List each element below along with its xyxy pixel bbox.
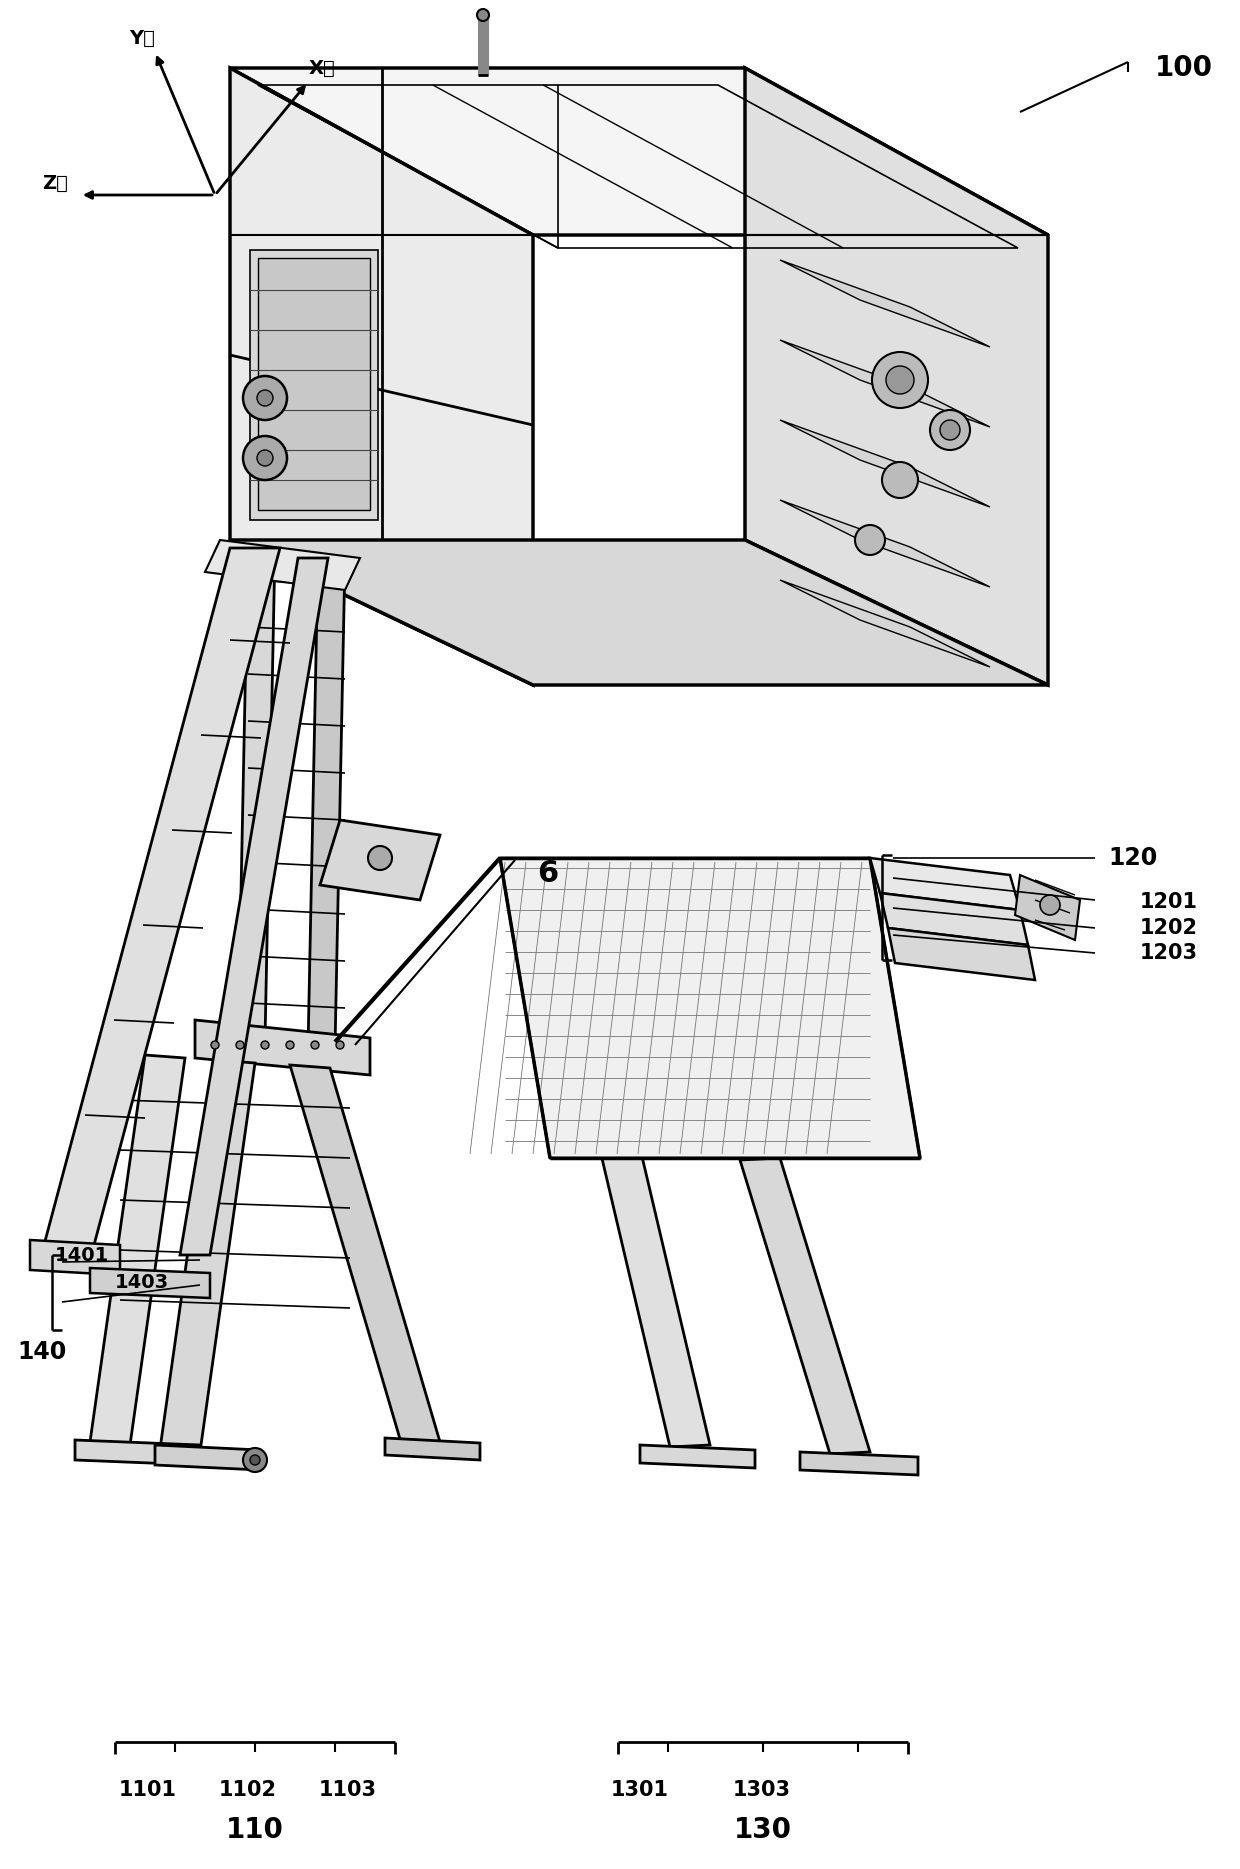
- Text: Z轴: Z轴: [42, 174, 68, 193]
- Polygon shape: [91, 1054, 185, 1445]
- Circle shape: [286, 1041, 294, 1049]
- Polygon shape: [780, 260, 990, 348]
- Circle shape: [257, 391, 273, 406]
- Polygon shape: [600, 1148, 711, 1447]
- Circle shape: [236, 1041, 244, 1049]
- Circle shape: [368, 847, 392, 869]
- Circle shape: [257, 450, 273, 465]
- Polygon shape: [640, 1445, 755, 1467]
- Circle shape: [856, 525, 885, 555]
- Circle shape: [930, 409, 970, 450]
- Text: 1202: 1202: [1140, 918, 1198, 938]
- Polygon shape: [800, 1452, 918, 1475]
- Polygon shape: [500, 858, 920, 1159]
- Polygon shape: [780, 340, 990, 426]
- Polygon shape: [740, 1159, 870, 1454]
- Polygon shape: [205, 540, 360, 591]
- Circle shape: [243, 376, 286, 421]
- Polygon shape: [477, 11, 489, 19]
- Circle shape: [211, 1041, 219, 1049]
- Polygon shape: [258, 258, 370, 510]
- Polygon shape: [250, 250, 378, 520]
- Text: 1203: 1203: [1140, 944, 1198, 963]
- Circle shape: [477, 9, 489, 21]
- Polygon shape: [870, 858, 1021, 910]
- Text: 100: 100: [1154, 54, 1213, 82]
- Text: 1303: 1303: [733, 1779, 791, 1800]
- Circle shape: [872, 351, 928, 407]
- Polygon shape: [880, 893, 1028, 946]
- Polygon shape: [160, 1060, 255, 1452]
- Text: 1102: 1102: [219, 1779, 277, 1800]
- Polygon shape: [745, 67, 1048, 686]
- Polygon shape: [1016, 875, 1080, 940]
- Polygon shape: [74, 1439, 200, 1465]
- Polygon shape: [780, 421, 990, 506]
- Text: 1403: 1403: [115, 1273, 169, 1291]
- Polygon shape: [229, 540, 1048, 686]
- Circle shape: [311, 1041, 319, 1049]
- Polygon shape: [229, 67, 1048, 235]
- Text: 1103: 1103: [319, 1779, 377, 1800]
- Polygon shape: [320, 820, 440, 901]
- Polygon shape: [238, 548, 275, 1039]
- Polygon shape: [195, 1020, 370, 1075]
- Polygon shape: [30, 1239, 120, 1275]
- Text: 1101: 1101: [119, 1779, 177, 1800]
- Text: 110: 110: [226, 1817, 284, 1845]
- Circle shape: [1040, 895, 1060, 916]
- Text: 1401: 1401: [55, 1245, 109, 1265]
- Polygon shape: [180, 559, 329, 1254]
- Circle shape: [243, 435, 286, 480]
- Circle shape: [250, 1454, 260, 1465]
- Polygon shape: [888, 929, 1035, 979]
- Polygon shape: [780, 579, 990, 667]
- Text: 1201: 1201: [1140, 892, 1198, 912]
- Polygon shape: [780, 501, 990, 587]
- Polygon shape: [384, 1437, 480, 1460]
- Circle shape: [260, 1041, 269, 1049]
- Text: 1301: 1301: [611, 1779, 670, 1800]
- Text: Y轴: Y轴: [129, 28, 155, 47]
- Polygon shape: [229, 67, 533, 686]
- Polygon shape: [308, 559, 345, 1049]
- Text: 120: 120: [1109, 847, 1157, 869]
- Circle shape: [882, 462, 918, 497]
- Circle shape: [887, 366, 914, 394]
- Polygon shape: [155, 1445, 260, 1471]
- Text: 140: 140: [17, 1340, 67, 1364]
- Circle shape: [336, 1041, 343, 1049]
- Polygon shape: [91, 1267, 210, 1297]
- Text: 130: 130: [734, 1817, 792, 1845]
- Text: X轴: X轴: [309, 58, 335, 77]
- Polygon shape: [290, 1065, 440, 1443]
- Polygon shape: [40, 548, 280, 1260]
- Circle shape: [940, 421, 960, 439]
- Circle shape: [243, 1448, 267, 1473]
- Text: 6: 6: [537, 858, 559, 888]
